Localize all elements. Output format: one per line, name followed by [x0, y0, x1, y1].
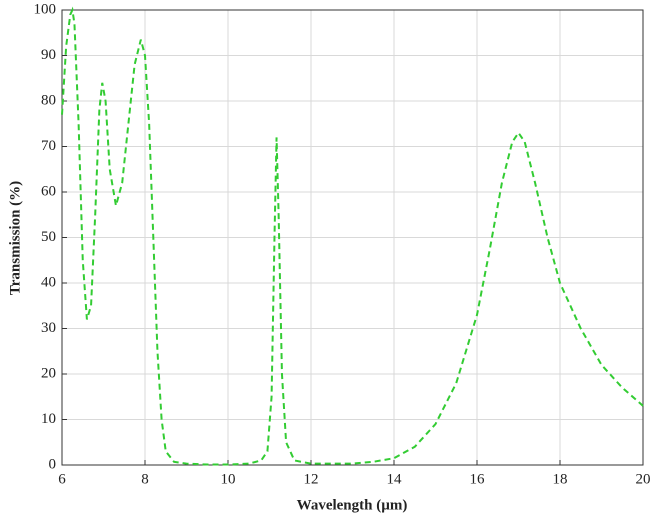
x-tick-label: 20 [636, 471, 651, 487]
y-tick-label: 50 [41, 229, 56, 245]
x-axis-title: Wavelength (µm) [297, 497, 408, 513]
y-tick-label: 60 [41, 183, 56, 199]
y-tick-label: 90 [41, 47, 56, 63]
x-tick-label: 12 [304, 471, 319, 487]
y-tick-label: 30 [41, 320, 56, 336]
y-tick-label: 20 [41, 365, 56, 381]
x-tick-label: 8 [141, 471, 149, 487]
x-tick-label: 10 [221, 471, 236, 487]
y-tick-label: 70 [41, 138, 56, 154]
y-tick-label: 80 [41, 92, 56, 108]
plot-frame [61, 9, 644, 466]
y-tick-label: 10 [41, 411, 56, 427]
x-tick-label: 16 [470, 471, 486, 487]
data-line [61, 6, 644, 466]
x-tick-label: 18 [553, 471, 568, 487]
y-tick-label: 0 [49, 456, 57, 472]
x-tick-label: 14 [387, 471, 403, 487]
x-tick-label: 6 [58, 471, 66, 487]
y-tick-label: 100 [34, 1, 57, 17]
y-axis-title: Transmission (%) [7, 181, 23, 295]
y-tick-label: 40 [41, 274, 56, 290]
